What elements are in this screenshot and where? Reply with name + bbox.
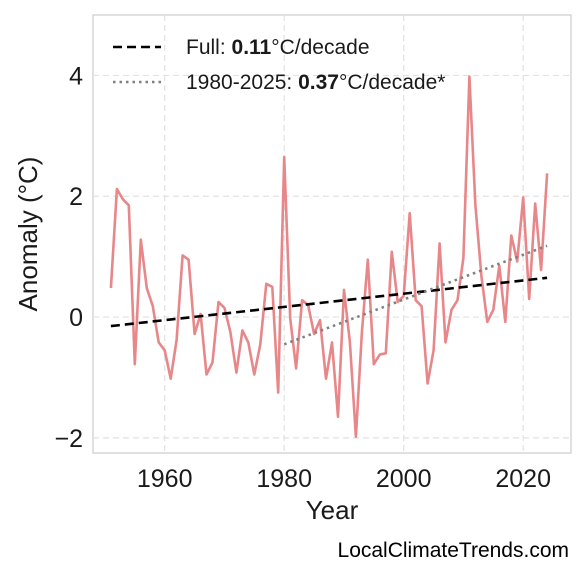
- legend-recent-label: 1980-2025: 0.37°C/decade*: [186, 71, 445, 94]
- legend: Full: 0.11°C/decade 1980-2025: 0.37°C/de…: [113, 36, 445, 94]
- x-tick-labels: 1960 1980 2000 2020: [137, 465, 551, 493]
- legend-full-prefix: Full:: [186, 36, 232, 59]
- legend-recent-value: 0.37: [298, 71, 339, 94]
- legend-full-suffix: °C/decade: [271, 36, 369, 59]
- y-tick-labels: −2 0 2 4: [54, 62, 83, 452]
- trend-line-1980-2025: [283, 244, 548, 346]
- y-tick-label: 2: [69, 183, 83, 211]
- series-group: [109, 75, 549, 439]
- x-tick-label: 2020: [495, 465, 551, 493]
- y-tick-label: −2: [54, 425, 83, 453]
- legend-recent-prefix: 1980-2025:: [186, 71, 298, 94]
- y-tick-label: 0: [69, 304, 83, 332]
- legend-full-label: Full: 0.11°C/decade: [186, 36, 370, 59]
- x-axis-title: Year: [306, 495, 359, 525]
- y-axis-title: Anomaly (°C): [13, 157, 43, 312]
- legend-full-value: 0.11: [232, 36, 272, 59]
- anomaly-series-line: [109, 75, 549, 439]
- y-tick-label: 4: [69, 62, 83, 90]
- trend-line-full: [110, 276, 548, 328]
- site-credit: LocalClimateTrends.com: [337, 539, 569, 562]
- plot-area: [92, 14, 572, 454]
- x-tick-label: 2000: [376, 465, 432, 493]
- x-tick-label: 1960: [137, 465, 193, 493]
- x-tick-label: 1980: [256, 465, 312, 493]
- grid: [93, 15, 571, 453]
- legend-recent-suffix: °C/decade*: [339, 71, 445, 94]
